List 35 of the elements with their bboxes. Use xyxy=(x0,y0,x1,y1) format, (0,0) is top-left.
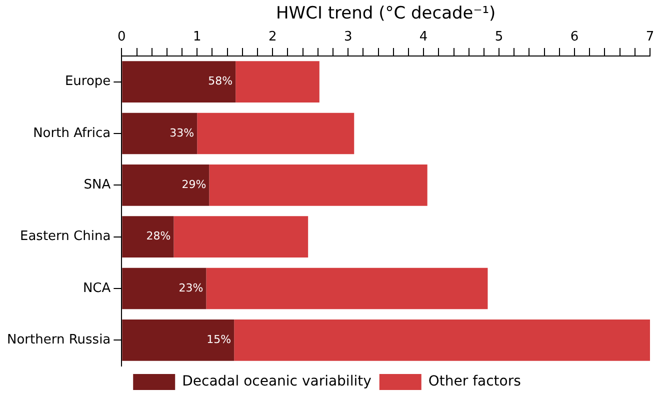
bar xyxy=(122,164,210,206)
x-tick-label: 4 xyxy=(419,30,428,45)
x-tick-label: 6 xyxy=(570,30,579,45)
annotation: 15% xyxy=(206,333,232,346)
annotation: 58% xyxy=(208,74,233,88)
bar xyxy=(174,216,308,258)
x-axis-title: HWCI trend (°C decade⁻¹) xyxy=(276,4,496,24)
bar xyxy=(122,61,236,102)
bar xyxy=(234,320,650,361)
bar xyxy=(122,216,174,258)
y-tick-label: NCA xyxy=(82,280,111,296)
bar xyxy=(197,112,354,154)
legend-label: Decadal oceanic variability xyxy=(182,374,372,390)
legend-label: Other factors xyxy=(428,374,521,390)
x-tick-label: 2 xyxy=(268,30,277,45)
x-tick-label: 7 xyxy=(646,30,654,45)
bar xyxy=(209,164,428,206)
x-tick-label: 0 xyxy=(118,30,126,45)
bar xyxy=(122,268,206,310)
x-tick-label: 3 xyxy=(344,30,352,45)
x-tick-label: 1 xyxy=(192,30,202,45)
bar xyxy=(122,112,198,154)
annotation: 23% xyxy=(178,281,204,294)
bar xyxy=(236,61,320,102)
annotation: 29% xyxy=(182,178,206,192)
annotation: 28% xyxy=(146,230,171,243)
x-tick-label: 5 xyxy=(494,30,504,45)
y-tick-label: North Africa xyxy=(33,126,111,141)
bar xyxy=(122,320,234,361)
bar xyxy=(206,268,488,310)
y-tick-label: Europe xyxy=(64,74,111,90)
annotation: 33% xyxy=(170,126,194,140)
y-tick-label: SNA xyxy=(84,178,111,193)
y-tick-label: Eastern China xyxy=(20,229,111,244)
y-tick-label: Northern Russia xyxy=(6,332,111,348)
